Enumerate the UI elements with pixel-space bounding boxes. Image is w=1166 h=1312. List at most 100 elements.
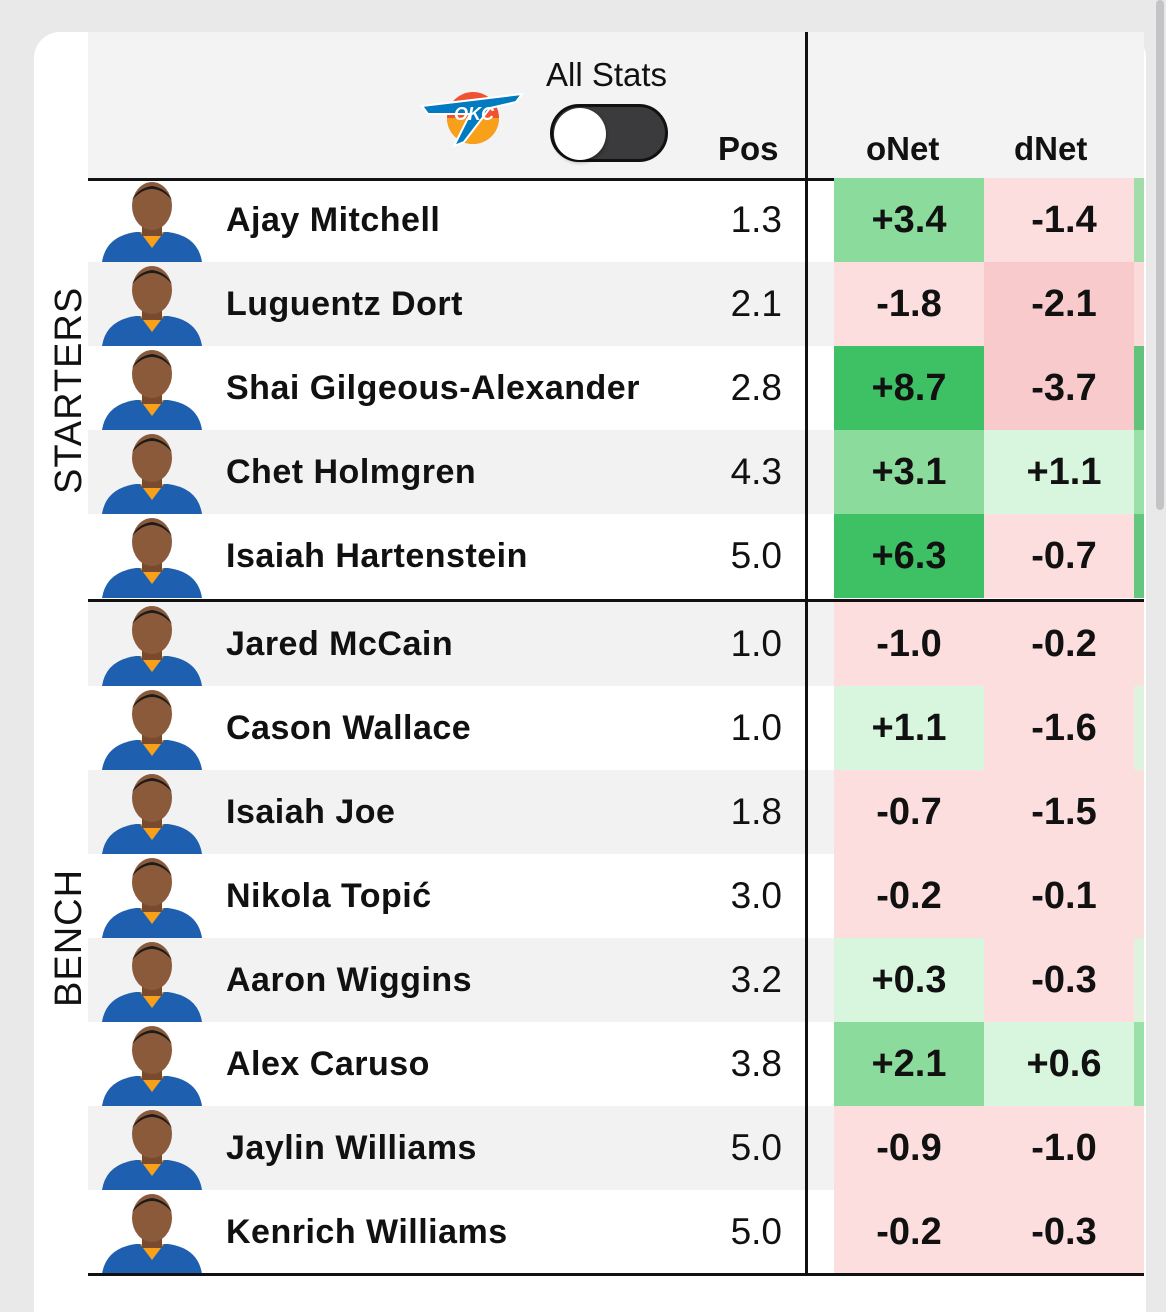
- player-name[interactable]: Jaylin Williams: [226, 1129, 477, 1167]
- player-position: 3.8: [730, 1043, 782, 1084]
- next-column-edge: [1134, 1022, 1144, 1106]
- dnet-column-header[interactable]: dNet: [1014, 130, 1088, 167]
- dnet-cell: -0.3: [984, 938, 1144, 1022]
- player-name[interactable]: Luguentz Dort: [226, 285, 463, 323]
- table-row[interactable]: Aaron Wiggins 3.2 +0.3 -0.3: [88, 938, 1144, 1022]
- player-name[interactable]: Isaiah Joe: [226, 793, 396, 831]
- next-column-edge: [1134, 262, 1144, 346]
- next-column-edge: [1134, 602, 1144, 686]
- player-position: 4.3: [730, 451, 782, 492]
- onet-cell: +2.1: [834, 1022, 984, 1106]
- dnet-cell: -1.4: [984, 178, 1144, 262]
- player-name[interactable]: Nikola Topić: [226, 877, 432, 915]
- all-stats-label: All Stats: [546, 56, 668, 93]
- onet-cell: +0.3: [834, 938, 984, 1022]
- player-name[interactable]: Cason Wallace: [226, 709, 472, 747]
- next-column-edge: [1134, 1106, 1144, 1190]
- player-name[interactable]: Shai Gilgeous-Alexander: [226, 369, 640, 407]
- player-avatar: [102, 690, 202, 770]
- player-position: 3.2: [730, 959, 782, 1000]
- player-position: 5.0: [730, 535, 782, 576]
- next-column-edge: [1134, 1190, 1144, 1274]
- table-header: OKC All Stats Pos oNet dNet: [88, 32, 1144, 181]
- next-column-edge: [1134, 854, 1144, 938]
- next-column-edge: [1134, 178, 1144, 262]
- player-avatar: [102, 858, 202, 938]
- dnet-cell: -2.1: [984, 262, 1144, 346]
- player-avatar: [102, 434, 202, 514]
- player-position: 2.8: [730, 367, 782, 408]
- group-divider: [88, 599, 1144, 602]
- player-avatar: [102, 1026, 202, 1106]
- dnet-cell: -1.5: [984, 770, 1144, 854]
- player-avatar: [102, 774, 202, 854]
- player-position: 1.0: [730, 707, 782, 748]
- bench-group-label: BENCH: [48, 868, 90, 1008]
- dnet-cell: -0.2: [984, 602, 1144, 686]
- table-row[interactable]: Kenrich Williams 5.0 -0.2 -0.3: [88, 1190, 1144, 1274]
- player-name[interactable]: Chet Holmgren: [226, 453, 477, 491]
- player-name[interactable]: Alex Caruso: [226, 1045, 430, 1083]
- dnet-cell: -0.3: [984, 1190, 1144, 1274]
- table-row[interactable]: Cason Wallace 1.0 +1.1 -1.6: [88, 686, 1144, 770]
- table-row[interactable]: Jared McCain 1.0 -1.0 -0.2: [88, 602, 1144, 686]
- onet-cell: -0.7: [834, 770, 984, 854]
- dnet-cell: -3.7: [984, 346, 1144, 430]
- player-position: 5.0: [730, 1127, 782, 1168]
- onet-cell: -1.0: [834, 602, 984, 686]
- player-avatar: [102, 606, 202, 686]
- player-avatar: [102, 518, 202, 598]
- next-column-edge: [1134, 346, 1144, 430]
- vertical-scrollbar[interactable]: [1156, 0, 1164, 510]
- onet-cell: +8.7: [834, 346, 984, 430]
- onet-cell: +3.1: [834, 430, 984, 514]
- player-avatar: [102, 350, 202, 430]
- onet-cell: +6.3: [834, 514, 984, 598]
- next-column-edge: [1134, 770, 1144, 854]
- player-position: 1.3: [730, 199, 782, 240]
- player-position: 2.1: [730, 283, 782, 324]
- dnet-cell: -1.0: [984, 1106, 1144, 1190]
- table-row[interactable]: Chet Holmgren 4.3 +3.1 +1.1: [88, 430, 1144, 514]
- dnet-cell: -1.6: [984, 686, 1144, 770]
- next-column-edge: [1134, 938, 1144, 1022]
- next-column-edge: [1134, 686, 1144, 770]
- dnet-cell: -0.1: [984, 854, 1144, 938]
- onet-cell: -1.8: [834, 262, 984, 346]
- player-avatar: [102, 942, 202, 1022]
- dnet-cell: +0.6: [984, 1022, 1144, 1106]
- player-name[interactable]: Aaron Wiggins: [226, 961, 473, 999]
- onet-cell: -0.2: [834, 1190, 984, 1274]
- pos-column-header[interactable]: Pos: [718, 130, 779, 167]
- player-name[interactable]: Ajay Mitchell: [226, 201, 441, 239]
- table-row[interactable]: Nikola Topić 3.0 -0.2 -0.1: [88, 854, 1144, 938]
- table-bottom-border: [88, 1273, 1144, 1276]
- player-name[interactable]: Kenrich Williams: [226, 1213, 508, 1251]
- onet-cell: +1.1: [834, 686, 984, 770]
- frozen-column-divider: [805, 32, 808, 1276]
- next-column-edge: [1134, 430, 1144, 514]
- table-row[interactable]: Jaylin Williams 5.0 -0.9 -1.0: [88, 1106, 1144, 1190]
- svg-text:OKC: OKC: [454, 104, 495, 124]
- table-row[interactable]: Isaiah Joe 1.8 -0.7 -1.5: [88, 770, 1144, 854]
- table-row[interactable]: Isaiah Hartenstein 5.0 +6.3 -0.7: [88, 514, 1144, 598]
- player-avatar: [102, 1110, 202, 1190]
- dnet-cell: +1.1: [984, 430, 1144, 514]
- okc-thunder-logo-icon: OKC: [420, 92, 525, 148]
- table-row[interactable]: Ajay Mitchell 1.3 +3.4 -1.4: [88, 178, 1144, 262]
- player-position: 3.0: [730, 875, 782, 916]
- table-row[interactable]: Luguentz Dort 2.1 -1.8 -2.1: [88, 262, 1144, 346]
- table-row[interactable]: Shai Gilgeous-Alexander 2.8 +8.7 -3.7: [88, 346, 1144, 430]
- all-stats-toggle[interactable]: [550, 104, 668, 162]
- onet-cell: +3.4: [834, 178, 984, 262]
- onet-column-header[interactable]: oNet: [866, 130, 940, 167]
- player-avatar: [102, 1194, 202, 1274]
- table-row[interactable]: Alex Caruso 3.8 +2.1 +0.6: [88, 1022, 1144, 1106]
- player-name[interactable]: Isaiah Hartenstein: [226, 537, 528, 575]
- onet-cell: -0.2: [834, 854, 984, 938]
- player-avatar: [102, 266, 202, 346]
- onet-cell: -0.9: [834, 1106, 984, 1190]
- toggle-knob[interactable]: [554, 108, 606, 160]
- player-position: 1.8: [730, 791, 782, 832]
- player-name[interactable]: Jared McCain: [226, 625, 454, 663]
